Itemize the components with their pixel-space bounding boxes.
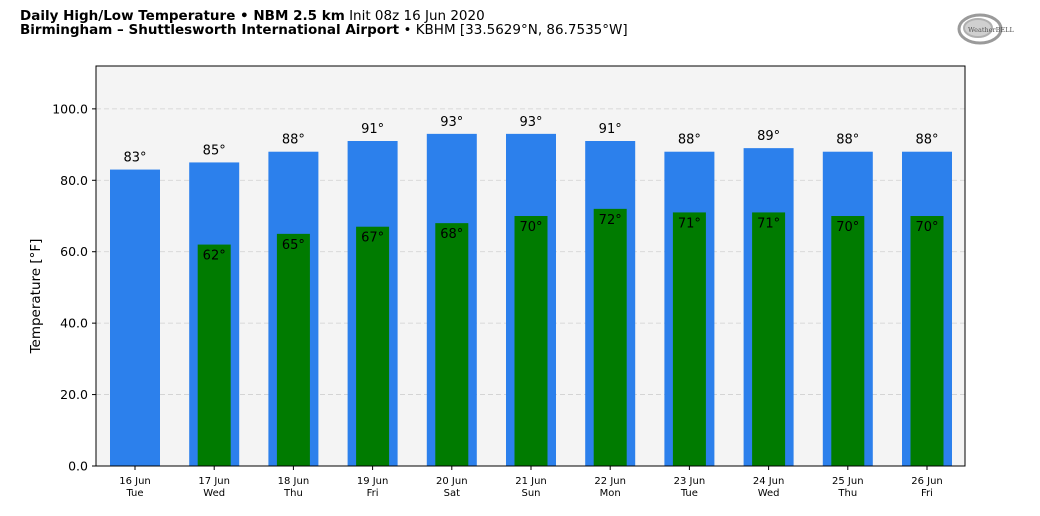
high-temp-label: 89° bbox=[757, 129, 780, 144]
high-temp-label: 91° bbox=[361, 122, 384, 137]
y-tick-label: 40.0 bbox=[60, 316, 88, 331]
high-temp-label: 91° bbox=[599, 122, 622, 137]
x-tick-day: Wed bbox=[203, 488, 225, 499]
high-temp-label: 88° bbox=[915, 133, 938, 148]
low-temp-bar bbox=[831, 216, 865, 466]
chart-title-main: Daily High/Low Temperature • NBM 2.5 km bbox=[20, 8, 345, 24]
y-tick-label: 100.0 bbox=[52, 101, 88, 116]
low-temp-label: 70° bbox=[519, 220, 542, 235]
plot-frame bbox=[95, 65, 966, 467]
station-coords: • KBHM [33.5629°N, 86.7535°W] bbox=[403, 22, 628, 38]
y-axis-label: Temperature [°F] bbox=[28, 239, 44, 355]
high-temp-label: 83° bbox=[123, 151, 146, 166]
y-tick-label: 80.0 bbox=[60, 173, 88, 188]
low-temp-label: 65° bbox=[282, 238, 305, 253]
x-tick-date: 19 Jun bbox=[357, 476, 389, 487]
y-tick-label: 0.0 bbox=[68, 459, 88, 474]
x-tick-date: 17 Jun bbox=[198, 476, 230, 487]
low-temp-bar bbox=[672, 212, 706, 466]
x-tick-date: 21 Jun bbox=[515, 476, 547, 487]
x-tick-day: Sun bbox=[521, 488, 540, 499]
y-tick-label: 20.0 bbox=[60, 387, 88, 402]
low-temp-label: 62° bbox=[203, 249, 226, 264]
high-temp-label: 88° bbox=[678, 133, 701, 148]
low-temp-label: 70° bbox=[836, 220, 859, 235]
x-tick-date: 22 Jun bbox=[594, 476, 626, 487]
low-temp-label: 68° bbox=[440, 227, 463, 242]
x-tick-date: 23 Jun bbox=[674, 476, 706, 487]
x-tick-date: 24 Jun bbox=[753, 476, 785, 487]
init-time: Init 08z 16 Jun 2020 bbox=[349, 8, 485, 24]
x-tick-day: Wed bbox=[758, 488, 780, 499]
x-tick-day: Mon bbox=[600, 488, 621, 499]
x-tick-day: Thu bbox=[837, 488, 857, 499]
x-tick-day: Fri bbox=[367, 488, 379, 499]
x-tick-day: Tue bbox=[125, 488, 143, 499]
weatherbell-logo: WeatherBELL bbox=[957, 13, 1014, 45]
low-temp-bar bbox=[514, 216, 548, 466]
high-temp-label: 85° bbox=[203, 143, 226, 158]
low-temp-bar bbox=[910, 216, 944, 466]
data-labels: 83° 85° 62° 88° 65° 91° 67° 93° 68° 93° 70° 91° 72° 8… bbox=[123, 115, 938, 264]
low-temp-bar bbox=[435, 223, 469, 466]
low-temp-bar bbox=[276, 233, 310, 466]
low-temp-bar bbox=[752, 212, 786, 466]
logo-text: WeatherBELL bbox=[968, 26, 1014, 34]
low-temp-bar bbox=[356, 226, 390, 466]
x-tick-date: 18 Jun bbox=[278, 476, 310, 487]
y-tick-label: 60.0 bbox=[60, 244, 88, 259]
low-temp-label: 71° bbox=[757, 216, 780, 231]
low-temp-label: 72° bbox=[599, 213, 622, 228]
bars bbox=[110, 133, 952, 467]
x-tick-day: Sat bbox=[444, 488, 460, 499]
low-temp-bar bbox=[593, 208, 627, 466]
low-temp-label: 67° bbox=[361, 231, 384, 246]
chart-title: Daily High/Low Temperature • NBM 2.5 km … bbox=[20, 9, 485, 24]
high-temp-label: 93° bbox=[440, 115, 463, 130]
low-temp-label: 71° bbox=[678, 216, 701, 231]
high-temp-label: 93° bbox=[519, 115, 542, 130]
low-temp-bar bbox=[197, 244, 231, 466]
high-temp-label: 88° bbox=[282, 133, 305, 148]
x-tick-day: Thu bbox=[283, 488, 303, 499]
high-temp-bar bbox=[110, 169, 160, 467]
x-tick-date: 25 Jun bbox=[832, 476, 864, 487]
low-temp-label: 70° bbox=[915, 220, 938, 235]
x-tick-day: Fri bbox=[921, 488, 933, 499]
x-tick-day: Tue bbox=[680, 488, 698, 499]
logo-swirl-outer bbox=[957, 13, 1003, 45]
x-tick-date: 26 Jun bbox=[911, 476, 943, 487]
high-temp-label: 88° bbox=[836, 133, 859, 148]
station-line: Birmingham – Shuttlesworth International… bbox=[20, 23, 628, 38]
x-tick-date: 16 Jun bbox=[119, 476, 151, 487]
logo-swirl-inner bbox=[963, 18, 993, 38]
x-tick-date: 20 Jun bbox=[436, 476, 468, 487]
station-name: Birmingham – Shuttlesworth International… bbox=[20, 22, 400, 38]
